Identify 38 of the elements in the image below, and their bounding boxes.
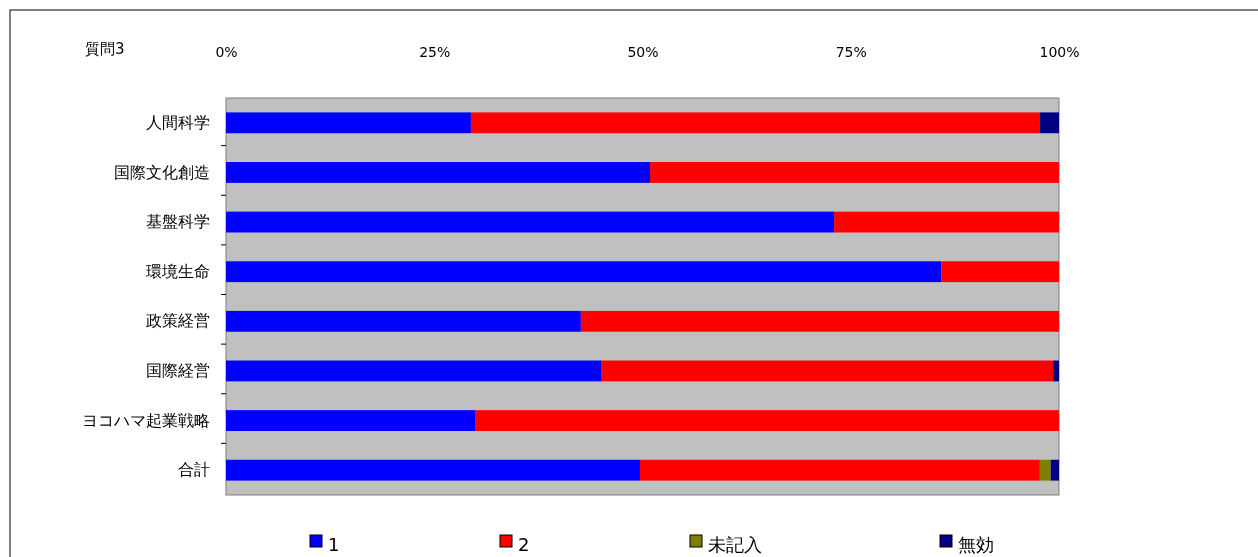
y-tick-label: 環境生命 — [146, 261, 210, 281]
bar — [1039, 112, 1059, 134]
bar — [1053, 360, 1059, 382]
y-tick-label: 人間科学 — [146, 112, 210, 132]
bar — [226, 310, 581, 332]
y-tick-label: 国際経営 — [146, 361, 210, 381]
y-tick-label: 合計 — [178, 460, 210, 480]
x-tick-label: 75% — [835, 44, 867, 60]
legend-label: 未記入 — [708, 534, 762, 555]
bar — [226, 112, 471, 134]
bar — [475, 410, 1059, 431]
x-tick-label: 25% — [419, 44, 451, 60]
bar — [1039, 459, 1051, 481]
bar — [834, 211, 1059, 233]
bar — [226, 360, 602, 382]
bar — [580, 310, 1059, 332]
bar — [470, 112, 1040, 134]
legend-label: 1 — [328, 534, 340, 555]
bar — [640, 459, 1040, 481]
bar — [601, 360, 1054, 382]
legend-label: 無効 — [958, 534, 994, 555]
y-tick-label: ヨコハマ起業戦略 — [82, 410, 210, 430]
bar — [226, 211, 835, 233]
bar — [941, 261, 1059, 283]
bar — [226, 261, 942, 283]
y-tick-label: 国際文化創造 — [114, 162, 210, 182]
x-tick-label: 100% — [1039, 44, 1080, 60]
bar — [226, 162, 650, 183]
y-tick-label: 政策経営 — [146, 311, 210, 331]
y-tick-label: 基盤科学 — [146, 212, 210, 232]
bar — [226, 410, 476, 431]
text: 質問3 — [85, 40, 125, 58]
x-tick-label: 50% — [627, 44, 659, 60]
bar — [1050, 459, 1059, 481]
legend-label: 2 — [518, 534, 530, 555]
bar — [226, 459, 640, 481]
bar — [650, 162, 1059, 183]
x-tick-label: 0% — [215, 44, 238, 60]
